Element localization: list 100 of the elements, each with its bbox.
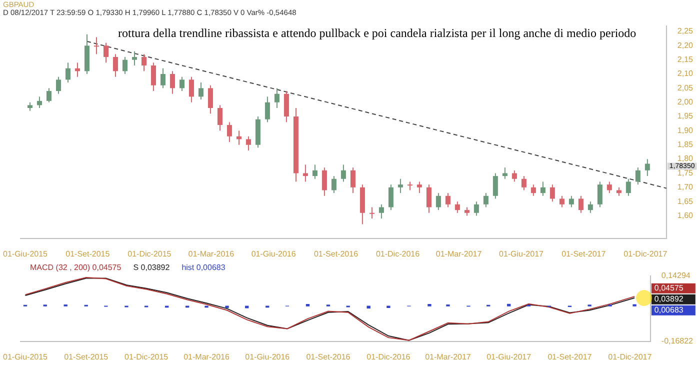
text: 0,04575: [92, 263, 122, 272]
candlestick: [588, 201, 593, 214]
candlestick: [179, 76, 184, 92]
candlestick: [474, 201, 479, 216]
candlestick: [445, 192, 450, 208]
candlestick: [350, 167, 356, 194]
candlestick: [150, 62, 156, 92]
x-tick-label: 01-Set-2015: [66, 249, 110, 258]
candlestick: [112, 54, 118, 78]
x-tick-label: 01-Set-2015: [64, 352, 109, 362]
x-tick-label: 01-Dic-2017: [608, 352, 652, 362]
candlestick: [550, 184, 555, 202]
y-tick-label: 0,14294: [661, 271, 691, 280]
candlestick: [644, 158, 650, 177]
x-tick-label: 01-Set-2017: [548, 352, 592, 362]
x-tick-label: 01-Mar-2016: [184, 352, 230, 362]
candlestick: [559, 195, 564, 208]
y-tick-label: 1,80: [677, 154, 694, 164]
candlestick: [378, 204, 384, 220]
series-label: MACD (32 , 200): [30, 263, 90, 272]
candlestick: [264, 96, 270, 123]
candlestick: [398, 178, 403, 194]
candlestick: [188, 76, 194, 103]
text: 0,03892: [140, 263, 170, 272]
y-tick-label: -0,16822: [661, 336, 694, 346]
candlestick: [369, 206, 374, 220]
y-tick-label: 1,70: [677, 182, 694, 192]
x-tick-label: 01-Dic-2017: [624, 249, 668, 258]
x-tick-label: 01-Giu-2017: [498, 249, 544, 258]
text: hist: [182, 263, 194, 272]
y-tick-label: 2,25: [677, 26, 694, 36]
x-tick-label: 01-Giu-2017: [486, 352, 532, 362]
y-tick-label: 2,20: [677, 40, 694, 50]
candlestick: [416, 181, 422, 194]
candlestick: [208, 84, 213, 114]
x-tick-label: 01-Dic-2016: [366, 352, 411, 362]
text: 0,04575: [654, 284, 684, 293]
x-tick-label: 01-Dic-2015: [128, 249, 172, 258]
y-tick-label: 1,90: [677, 126, 694, 135]
candlestick: [436, 192, 441, 211]
candlestick: [388, 184, 394, 211]
candlestick: [492, 172, 498, 200]
candlestick: [226, 122, 232, 143]
x-tick-label: 01-Mar-2016: [188, 249, 235, 258]
candlestick: [322, 167, 327, 196]
y-tick-label: 1,75: [677, 168, 694, 178]
candlestick: [568, 195, 574, 208]
x-tick-label: 01-Mar-2017: [436, 249, 482, 258]
y-tick-label: 1,60: [677, 210, 694, 220]
candlestick: [122, 56, 128, 74]
candlestick: [160, 68, 166, 89]
candlestick: [217, 104, 222, 132]
candlestick: [141, 54, 146, 72]
x-tick-label: 01-Set-2016: [314, 249, 359, 258]
x-tick-label: 01-Mar-2017: [425, 352, 472, 362]
x-tick-label: 01-Giu-2016: [245, 352, 290, 362]
y-tick-label: 1,65: [677, 196, 694, 206]
y-tick-label: 1,95: [677, 112, 694, 121]
candlestick: [94, 36, 99, 55]
candlestick: [37, 96, 42, 109]
candlestick: [65, 62, 70, 83]
candlestick: [56, 76, 61, 94]
candlestick: [626, 178, 631, 196]
y-tick-label: 2,10: [677, 69, 694, 78]
candlestick: [312, 164, 318, 180]
candlestick: [103, 42, 108, 64]
candlestick: [635, 167, 640, 186]
candlestick: [331, 176, 336, 194]
candlestick: [198, 82, 204, 100]
candlestick: [302, 164, 308, 182]
candlestick: [597, 181, 602, 208]
text: 0,00683: [654, 306, 684, 315]
x-tick-label: 01-Dic-2015: [124, 352, 169, 362]
text: 0,03892: [654, 294, 684, 304]
candlestick: [502, 167, 508, 180]
chart-title: rottura della trendline ribassista e attendo pullback e poi candela rialzista per il long anche di medio periodo: [118, 26, 636, 41]
x-tick-label: 01-Giu-2015: [3, 352, 48, 362]
candlestick: [540, 181, 546, 196]
x-tick-label: 01-Giu-2016: [251, 249, 296, 258]
candlestick: [284, 90, 289, 123]
candlestick: [512, 170, 517, 182]
candlestick: [132, 50, 137, 66]
text: 0,00683: [196, 263, 226, 272]
candlestick: [246, 136, 251, 152]
series-label: S: [133, 263, 139, 272]
y-tick-label: 2,05: [677, 83, 694, 92]
candlestick: [340, 164, 346, 182]
candlestick: [170, 70, 175, 94]
candlestick: [454, 201, 460, 214]
y-tick-label: 1,85: [677, 140, 694, 150]
candlestick: [46, 88, 52, 103]
y-tick-label: 2,00: [677, 98, 694, 107]
y-tick-label: 2,15: [677, 55, 694, 64]
x-tick-label: 01-Set-2016: [306, 352, 351, 362]
candlestick: [530, 184, 536, 196]
candlestick: [521, 176, 526, 191]
candlestick: [606, 181, 612, 194]
candlestick: [483, 192, 488, 208]
x-tick-label: 01-Giu-2015: [3, 249, 48, 258]
x-tick-label: 01-Dic-2016: [376, 249, 420, 258]
